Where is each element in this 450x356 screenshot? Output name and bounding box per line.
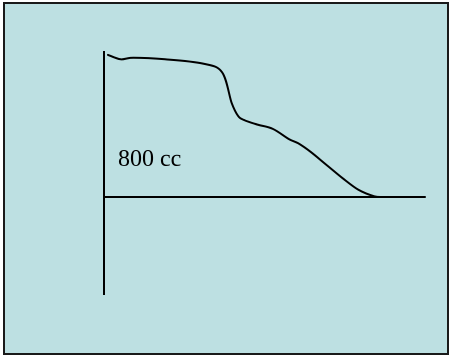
annotation-label: 800 cc <box>118 146 181 172</box>
data-series-line <box>107 53 426 199</box>
chart-panel <box>3 2 449 355</box>
